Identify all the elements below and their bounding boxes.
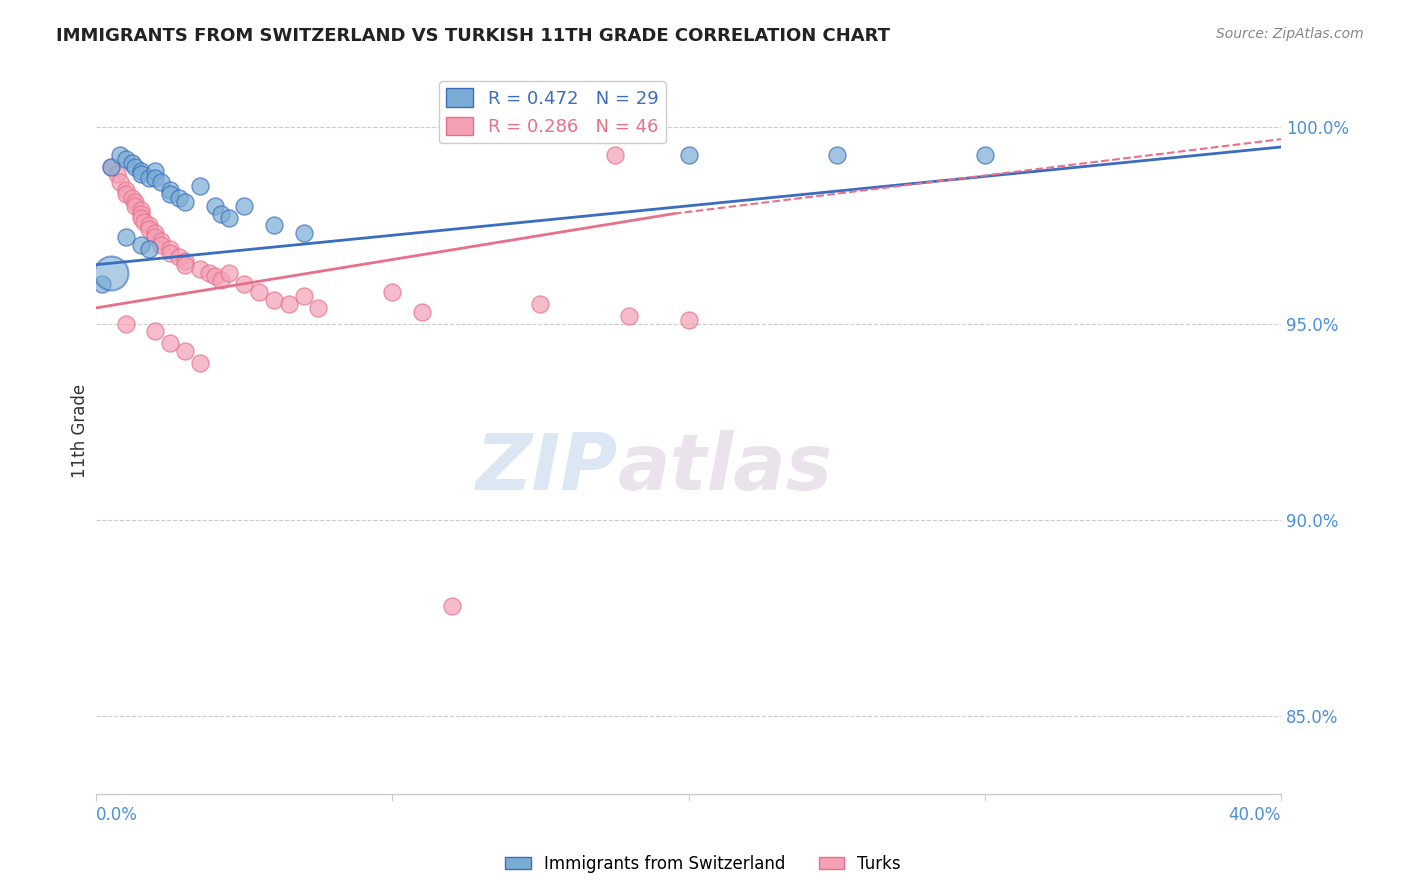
Point xyxy=(188,356,211,370)
Point xyxy=(145,227,167,241)
Text: 0.0%: 0.0% xyxy=(96,806,138,824)
Point xyxy=(197,266,219,280)
Point xyxy=(105,168,128,182)
Point xyxy=(167,191,190,205)
Point xyxy=(174,253,197,268)
Point xyxy=(114,183,136,197)
Point xyxy=(174,344,197,359)
Point xyxy=(124,199,146,213)
Point xyxy=(209,207,232,221)
Point xyxy=(138,222,160,236)
Point xyxy=(150,238,173,252)
Point xyxy=(129,163,152,178)
Point xyxy=(108,148,131,162)
Point xyxy=(218,266,240,280)
Point xyxy=(132,214,155,228)
Point xyxy=(129,168,152,182)
Text: atlas: atlas xyxy=(617,430,832,506)
Point xyxy=(129,238,152,252)
Point xyxy=(114,187,136,202)
Point xyxy=(145,325,167,339)
Point xyxy=(114,230,136,244)
Point xyxy=(204,269,226,284)
Point xyxy=(114,317,136,331)
Point xyxy=(159,187,181,202)
Text: Source: ZipAtlas.com: Source: ZipAtlas.com xyxy=(1216,27,1364,41)
Point xyxy=(678,148,700,162)
Point xyxy=(150,175,173,189)
Point xyxy=(124,160,146,174)
Point xyxy=(603,148,626,162)
Point xyxy=(167,250,190,264)
Point xyxy=(100,266,122,280)
Point xyxy=(121,191,143,205)
Point xyxy=(292,227,315,241)
Point xyxy=(159,242,181,256)
Point xyxy=(121,155,143,169)
Point xyxy=(145,163,167,178)
Point xyxy=(204,199,226,213)
Point xyxy=(150,234,173,248)
Point xyxy=(100,160,122,174)
Point xyxy=(174,258,197,272)
Point xyxy=(159,336,181,351)
Point xyxy=(263,219,285,233)
Point xyxy=(381,285,404,300)
Point xyxy=(188,261,211,276)
Point xyxy=(218,211,240,225)
Point xyxy=(129,207,152,221)
Point xyxy=(159,183,181,197)
Point xyxy=(145,171,167,186)
Point xyxy=(411,305,433,319)
Point xyxy=(114,152,136,166)
Point xyxy=(292,289,315,303)
Text: IMMIGRANTS FROM SWITZERLAND VS TURKISH 11TH GRADE CORRELATION CHART: IMMIGRANTS FROM SWITZERLAND VS TURKISH 1… xyxy=(56,27,890,45)
Text: ZIP: ZIP xyxy=(475,430,617,506)
Point xyxy=(529,297,551,311)
Point xyxy=(124,194,146,209)
Point xyxy=(825,148,848,162)
Point xyxy=(91,277,114,292)
Point xyxy=(188,179,211,194)
Point xyxy=(277,297,299,311)
Point xyxy=(440,599,463,613)
Point xyxy=(233,199,256,213)
Y-axis label: 11th Grade: 11th Grade xyxy=(72,384,89,478)
Point xyxy=(138,171,160,186)
Text: 40.0%: 40.0% xyxy=(1229,806,1281,824)
Point xyxy=(619,309,641,323)
Point xyxy=(138,219,160,233)
Point xyxy=(129,202,152,217)
Point xyxy=(209,273,232,287)
Point xyxy=(100,160,122,174)
Point xyxy=(174,194,197,209)
Point xyxy=(973,148,995,162)
Point xyxy=(247,285,270,300)
Point xyxy=(307,301,329,315)
Legend: Immigrants from Switzerland, Turks: Immigrants from Switzerland, Turks xyxy=(499,848,907,880)
Point xyxy=(129,211,152,225)
Point xyxy=(108,175,131,189)
Point xyxy=(678,312,700,326)
Legend: R = 0.472   N = 29, R = 0.286   N = 46: R = 0.472 N = 29, R = 0.286 N = 46 xyxy=(439,81,665,144)
Point xyxy=(233,277,256,292)
Point xyxy=(159,246,181,260)
Point xyxy=(138,242,160,256)
Point xyxy=(145,230,167,244)
Point xyxy=(263,293,285,307)
